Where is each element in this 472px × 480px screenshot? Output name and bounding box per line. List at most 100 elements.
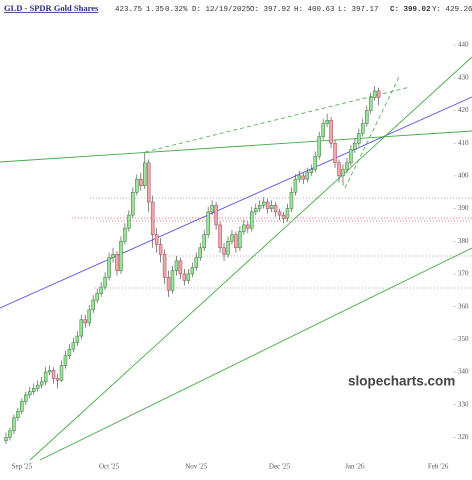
candle-body (16, 411, 20, 419)
candle-body (95, 293, 99, 301)
trend-line (29, 56, 472, 461)
candle-body (28, 391, 32, 396)
candle-body (337, 162, 341, 177)
candle-body (83, 319, 88, 324)
candle-body (186, 273, 191, 281)
y-tick-label: 430 (458, 73, 469, 81)
header-field: 0.32% (165, 6, 188, 14)
candle-body (91, 299, 95, 311)
candle-body (131, 191, 135, 216)
candle-body (123, 227, 127, 242)
header-field: H: 400.63 (294, 6, 335, 14)
candle-body (182, 273, 187, 281)
candle-body (20, 401, 24, 412)
trend-line (144, 86, 411, 153)
candle-body (178, 260, 183, 275)
candle-body (313, 156, 317, 170)
trend-line (0, 96, 472, 309)
candle-body (154, 234, 159, 245)
candle-body (190, 267, 195, 275)
candle-body (226, 241, 230, 255)
trend-line (0, 130, 472, 163)
x-tick-label: Feb '26 (428, 463, 449, 471)
candle-body (63, 355, 68, 366)
candle-body (194, 257, 199, 268)
candle-body (285, 208, 290, 219)
candle-body (238, 231, 242, 249)
candle-body (269, 205, 274, 209)
candle-body (127, 214, 131, 229)
candle-body (43, 371, 48, 383)
candle-body (111, 254, 115, 258)
candle-body (119, 241, 123, 271)
candle-body (198, 247, 202, 258)
candle-body (250, 211, 254, 229)
candle-body (51, 370, 56, 379)
candle-body (309, 169, 313, 173)
candle-body (277, 211, 282, 216)
y-tick-label: 360 (458, 302, 469, 310)
candle-body (115, 254, 119, 271)
trend-line (39, 247, 472, 461)
candle-body (297, 175, 302, 180)
x-tick-label: Sep '25 (12, 463, 33, 471)
candle-body (12, 417, 16, 432)
candle-body (150, 201, 155, 235)
candle-body (170, 270, 175, 291)
candle-body (162, 254, 167, 278)
candle-body (99, 286, 103, 294)
candle-body (4, 437, 8, 441)
candle-body (372, 90, 377, 98)
candle-body (333, 142, 337, 164)
candle-body (357, 133, 361, 144)
candle-body (289, 191, 294, 209)
y-tick-label: 330 (458, 400, 469, 408)
candle-body (246, 224, 250, 229)
header-field: 1.35 (146, 6, 165, 14)
watermark: slopecharts.com (348, 374, 455, 389)
candle-body (135, 178, 139, 193)
y-tick-label: 340 (458, 368, 469, 376)
candle-body (301, 175, 306, 180)
candle-body (55, 378, 60, 381)
candle-body (254, 208, 258, 213)
candle-body (158, 244, 163, 255)
y-tick-label: 410 (458, 139, 469, 147)
candle-body (353, 142, 357, 150)
candle-body (361, 123, 365, 134)
y-tick-label: 380 (458, 237, 469, 245)
candle-body (24, 394, 28, 402)
header-field: C: 399.02 (390, 6, 431, 14)
candle-body (325, 120, 329, 124)
candle-body (214, 205, 218, 226)
candle-body (368, 97, 373, 111)
candle-body (202, 234, 206, 249)
candle-body (71, 342, 76, 350)
header-field: L: 397.17 (338, 6, 379, 14)
header-field: 423.75 (115, 6, 143, 14)
x-tick-label: Jan '26 (345, 463, 365, 471)
candle-body (230, 234, 234, 242)
x-tick-label: Oct '25 (99, 463, 120, 471)
candle-body (35, 384, 40, 389)
candle-body (59, 365, 64, 381)
candle-body (39, 381, 44, 386)
candle-body (103, 276, 107, 288)
y-tick-label: 350 (458, 335, 469, 343)
candle-body (242, 224, 246, 232)
candles (4, 85, 381, 444)
candle-body (273, 205, 278, 213)
candle-body (281, 214, 286, 219)
trend-line (344, 74, 401, 189)
x-tick-label: Nov '25 (185, 463, 208, 471)
y-tick-label: 320 (458, 433, 469, 441)
y-tick-label: 440 (458, 41, 469, 49)
candle-body (293, 178, 298, 193)
x-tick-label: Dec '25 (269, 463, 291, 471)
candle-body (79, 319, 84, 337)
y-tick-label: 400 (458, 171, 469, 179)
header-field: O: 397.92 (250, 6, 291, 14)
candle-body (345, 162, 349, 170)
candle-body (143, 162, 147, 186)
